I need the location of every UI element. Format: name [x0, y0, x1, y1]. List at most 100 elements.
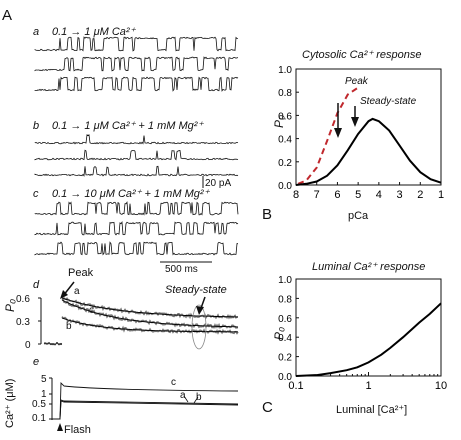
chart-cytosolic: 8 7 6 5 4 3 2 1 0.0 0.2 0.4 0.6 0.8 1.0 — [278, 65, 444, 201]
po-timecourse-d — [38, 281, 239, 350]
baseline-point — [53, 343, 57, 346]
baseline-point — [59, 342, 63, 346]
chart-b-ytick-label: 0.8 — [278, 88, 292, 99]
chart-b-xtick-label: 4 — [376, 189, 382, 201]
flash-label: Flash — [64, 424, 91, 436]
chart-b-xtick-label: 3 — [397, 189, 403, 201]
chart-b-steady-annotation: Steady-state — [360, 96, 417, 107]
chart-c-xtick-label: 1 — [365, 380, 371, 392]
current-traces-a — [34, 36, 239, 92]
sub-letter-c: c — [33, 188, 39, 200]
chart-b-ytick-label: 0.2 — [278, 158, 292, 169]
trace-label-e-a: a — [180, 390, 186, 401]
trace-c-1 — [34, 201, 239, 216]
chart-c-xlabel: Luminal [Ca²⁺] — [336, 404, 408, 416]
sub-letter-b: b — [33, 120, 40, 132]
chart-b-xtick-label: 6 — [334, 189, 340, 201]
chart-c-ytick-label: 0.0 — [278, 372, 292, 383]
chart-c-series-0 — [295, 302, 442, 377]
condition-c: 0.1 → 10 μM Ca²⁺ + 1 mM Mg²⁺ — [52, 188, 210, 200]
trace-a-2 — [34, 56, 239, 72]
trace-a-3 — [34, 76, 239, 92]
chart-b-ytick-label: 1.0 — [278, 65, 292, 76]
decay-trace-a — [62, 297, 238, 320]
decay-trace-c-fit — [61, 299, 239, 328]
current-scalebar-label: 20 pA — [205, 178, 232, 189]
chart-c-title: Luminal Ca²⁺ response — [312, 261, 426, 273]
chart-c-ytick-label: 0.4 — [278, 333, 292, 344]
chart-b-xtick-label: 7 — [314, 189, 320, 201]
baseline-point — [43, 342, 47, 345]
time-scalebar-label: 500 ms — [165, 264, 198, 275]
chart-b-ytick-label: 0.6 — [278, 111, 292, 122]
panel-e-ytick-1: 1 — [41, 389, 47, 400]
chart-b-series-1 — [295, 117, 442, 186]
decay-trace-b-fit — [61, 317, 238, 333]
chart-b-xlabel: pCa — [348, 210, 369, 222]
ca-trace-a — [52, 399, 239, 420]
scalebars — [160, 176, 212, 263]
trace-c-2 — [34, 221, 239, 236]
panel-d-ytick-0.3: 0.3 — [16, 317, 30, 328]
panel-e-ytick-0.5: 0.5 — [32, 399, 46, 410]
baseline-point — [45, 342, 49, 345]
trace-label-d-b: b — [66, 321, 72, 332]
condition-a: 0.1 → 1 μM Ca²⁺ — [52, 26, 136, 38]
chart-b-title: Cytosolic Ca²⁺ response — [302, 49, 422, 61]
ca-trace-c — [52, 381, 239, 420]
chart-c-xtick-label: 10 — [435, 380, 447, 392]
baseline-point — [47, 342, 51, 345]
chart-b-xtick-label: 1 — [438, 189, 444, 201]
trace-b-3 — [34, 165, 239, 177]
chart-b-xtick-label: 8 — [293, 189, 299, 201]
sub-letter-a: a — [33, 26, 40, 38]
panel-letter-a: A — [2, 7, 13, 24]
sub-letter-e: e — [33, 356, 40, 368]
current-traces-c — [34, 201, 239, 256]
trace-label-e-b: b — [196, 392, 202, 403]
current-traces-b — [34, 134, 239, 177]
sub-letter-d: d — [33, 279, 40, 291]
panel-letter-c: C — [262, 399, 273, 416]
trace-b-1 — [34, 134, 239, 145]
chart-c-ytick-label: 0.6 — [278, 314, 292, 325]
panel-e-ytick-0.1: 0.1 — [32, 413, 46, 424]
trace-label-e-c: c — [171, 377, 176, 388]
baseline-point — [51, 343, 55, 346]
chart-b-ytick-label: 0.0 — [278, 181, 292, 192]
baseline-point — [57, 343, 61, 346]
chart-b-xtick-label: 2 — [417, 189, 423, 201]
chart-luminal: 0.1 1 10 0.0 0.2 0.4 0.6 0.8 1.0 — [278, 275, 447, 392]
chart-b-peak-annotation: Peak — [345, 76, 368, 87]
trace-label-d-a: a — [74, 286, 80, 297]
panel-letter-b: B — [262, 206, 273, 223]
chart-b-peak-arrowhead — [334, 128, 342, 138]
baseline-point — [55, 342, 59, 345]
chart-b-series-0 — [297, 86, 359, 185]
panel-d-ytick-0.6: 0.6 — [16, 294, 30, 305]
flash-marker — [57, 423, 63, 431]
steady-arrowhead — [196, 306, 204, 315]
ca-trace-b — [52, 400, 239, 420]
label-b-pointer — [193, 396, 199, 404]
label-a-pointer — [183, 395, 189, 403]
peak-label: Peak — [68, 267, 94, 279]
chart-c-xtick-label: 0.1 — [288, 380, 303, 392]
chart-b-xtick-label: 5 — [355, 189, 361, 201]
trace-b-2 — [34, 149, 239, 161]
peak-arrowhead — [60, 290, 68, 299]
chart-c-ytick-label: 0.8 — [278, 294, 292, 305]
trace-a-1 — [34, 36, 239, 52]
chart-c-ytick-label: 0.2 — [278, 353, 292, 364]
chart-c-ytick-label: 1.0 — [278, 275, 292, 286]
calcium-timecourse-e — [49, 377, 239, 431]
chart-b-ytick-label: 0.4 — [278, 135, 292, 146]
panel-e-ytick-5: 5 — [41, 374, 47, 385]
baseline-point — [49, 342, 53, 346]
chart-b-frame — [295, 68, 442, 186]
chart-b-steady-arrowhead — [351, 117, 359, 127]
decay-trace-a-fit — [61, 297, 238, 318]
steady-state-label: Steady-state — [165, 284, 227, 296]
panel-d-ytick-0: 0 — [25, 340, 31, 351]
